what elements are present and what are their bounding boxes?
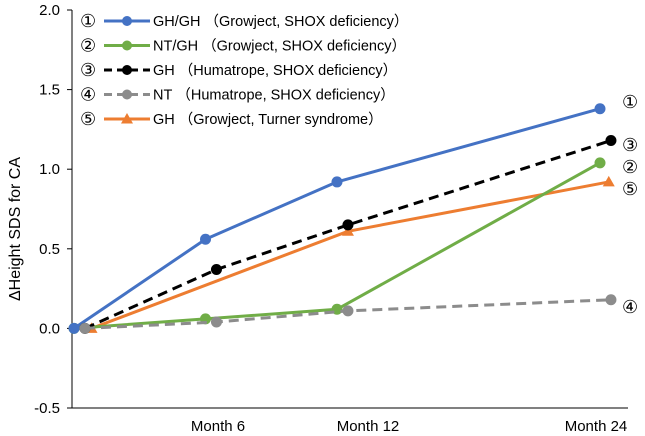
legend-swatch-marker bbox=[122, 65, 132, 75]
legend-item-4: ④ NT （Humatrope, SHOX deficiency） bbox=[80, 85, 395, 106]
end-label: ② bbox=[622, 157, 638, 178]
data-point bbox=[342, 305, 354, 317]
legend-marker: ③ bbox=[80, 60, 96, 81]
legend-label: GH/GH （Growject, SHOX deficiency） bbox=[153, 13, 408, 30]
x-tick-label: Month 6 bbox=[191, 418, 245, 435]
y-tick-label: 1.0 bbox=[39, 161, 60, 178]
legend-marker: ② bbox=[80, 36, 96, 57]
end-label: ⑤ bbox=[622, 179, 638, 200]
end-label: ④ bbox=[622, 297, 638, 318]
legend-item-5: ⑤ GH （Growject, Turner syndrome） bbox=[80, 109, 383, 130]
y-tick-label: 0.0 bbox=[39, 320, 60, 337]
end-labels: ① ③②⑤ ④ bbox=[622, 92, 638, 318]
x-tick-label: Month 12 bbox=[337, 418, 400, 435]
y-tick-label: 0.5 bbox=[39, 241, 60, 258]
x-tick-label: Month 24 bbox=[565, 418, 628, 435]
legend-item-2: ② NT/GH （Growject, SHOX deficiency） bbox=[80, 36, 406, 57]
data-point bbox=[594, 103, 606, 115]
y-tick-label: -0.5 bbox=[34, 400, 60, 417]
end-label: ③ bbox=[622, 135, 638, 156]
legend-marker: ① bbox=[80, 11, 96, 32]
data-point bbox=[331, 176, 343, 188]
legend-item-1: ① GH/GH （Growject, SHOX deficiency） bbox=[80, 11, 408, 32]
y-axis-title: ΔHeight SDS for CA bbox=[7, 157, 24, 301]
y-tick-label: 2.0 bbox=[39, 2, 60, 19]
data-point bbox=[605, 135, 617, 147]
axes: 2.0 1.5 1.0 0.5 0.0 -0.5 Month 6 Month 12 Month … bbox=[7, 2, 628, 435]
series-line bbox=[73, 107, 601, 330]
series-1 bbox=[68, 103, 606, 334]
legend-marker: ⑤ bbox=[80, 109, 96, 130]
series-line bbox=[84, 139, 612, 330]
legend-label: GH （Humatrope, SHOX deficiency） bbox=[153, 62, 397, 79]
data-point bbox=[341, 225, 354, 236]
legend-swatch-marker bbox=[122, 40, 132, 51]
data-point bbox=[594, 157, 606, 169]
legend: ① GH/GH （Growject, SHOX deficiency） ② NT/GH （… bbox=[80, 11, 408, 130]
legend-swatch-marker bbox=[122, 16, 132, 26]
data-point bbox=[68, 322, 80, 334]
data-point bbox=[210, 263, 222, 275]
y-tick-label: 1.5 bbox=[39, 82, 60, 99]
data-point bbox=[342, 219, 354, 231]
legend-swatch-marker bbox=[121, 113, 133, 124]
series-line bbox=[84, 298, 612, 330]
legend-label: GH （Growject, Turner syndrome） bbox=[153, 111, 383, 128]
legend-label: NT （Humatrope, SHOX deficiency） bbox=[153, 87, 395, 104]
data-point bbox=[79, 322, 91, 334]
legend-marker: ④ bbox=[80, 85, 96, 106]
end-label: ① bbox=[622, 92, 638, 113]
data-point bbox=[200, 233, 211, 245]
legend-label: NT/GH （Growject, SHOX deficiency） bbox=[153, 38, 406, 55]
data-point bbox=[605, 294, 617, 306]
series-line bbox=[73, 161, 601, 330]
legend-item-3: ③ GH （Humatrope, SHOX deficiency） bbox=[80, 60, 397, 81]
data-point bbox=[602, 175, 615, 187]
legend-swatch-marker bbox=[122, 89, 132, 100]
series-layer bbox=[68, 103, 617, 334]
data-point bbox=[210, 316, 222, 328]
series-4 bbox=[79, 294, 617, 334]
